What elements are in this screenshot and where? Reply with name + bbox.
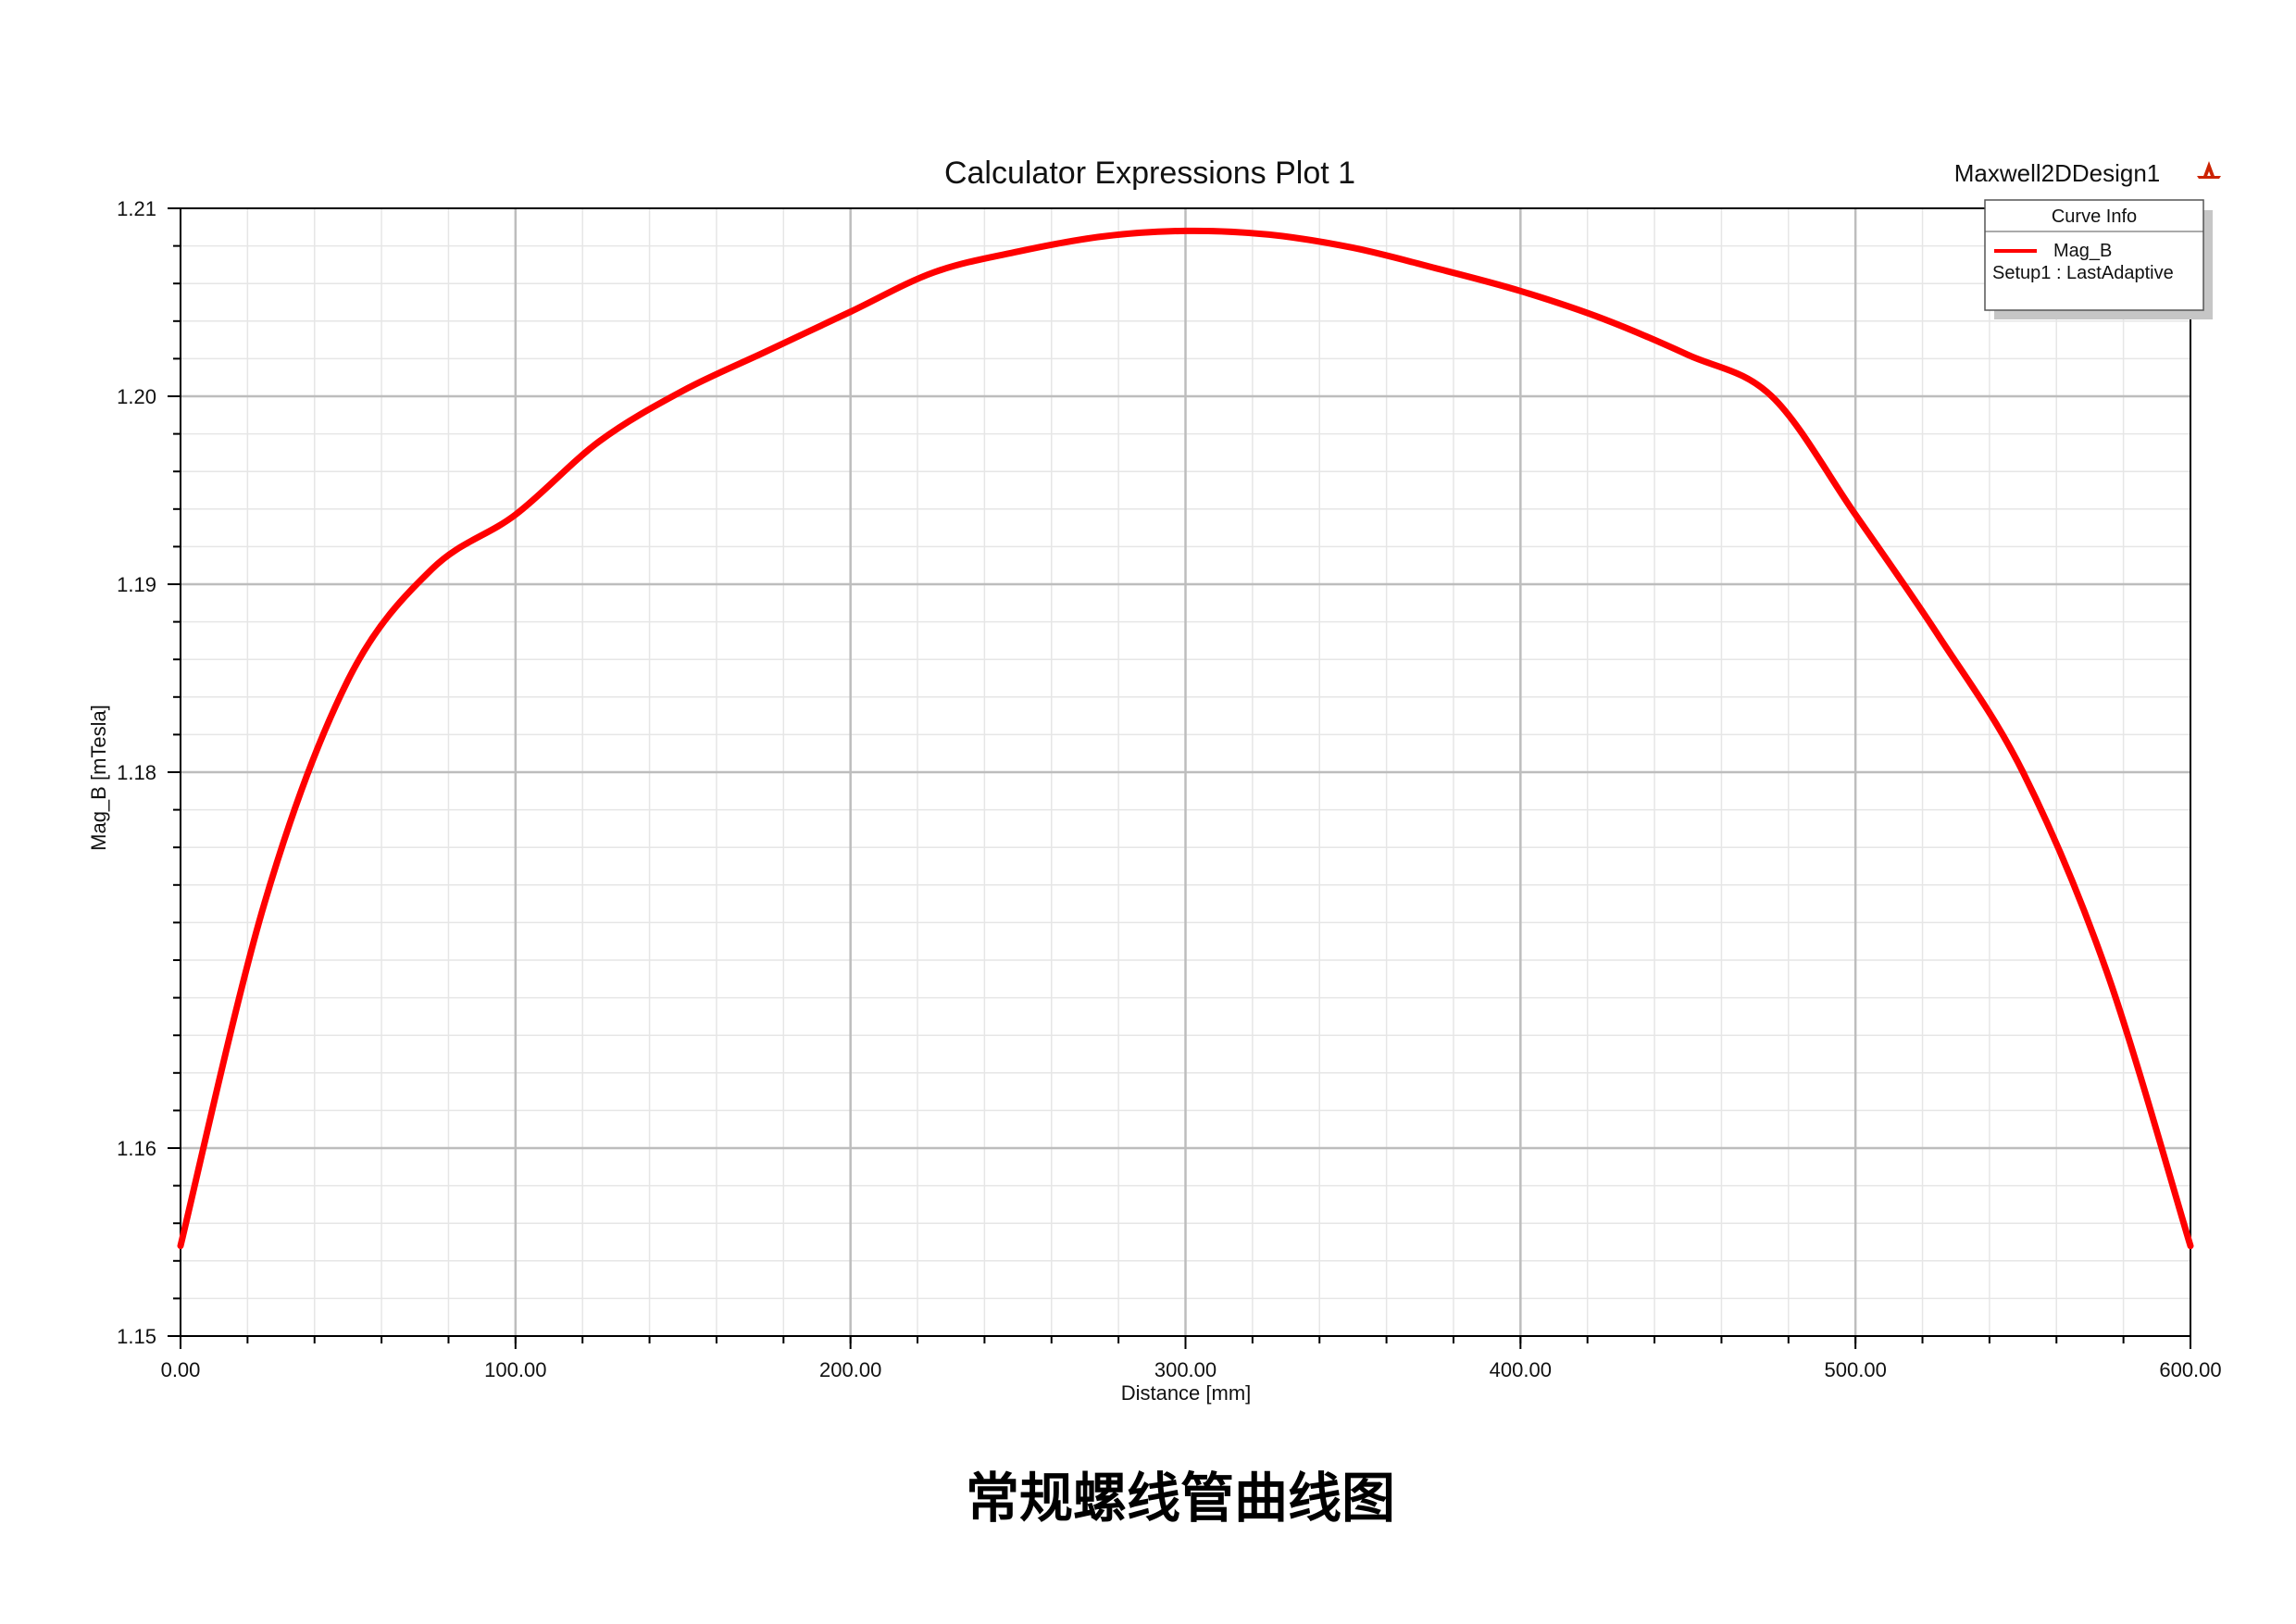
y-tick-labels: 1.15 1.16 1.18 1.19 1.20 1.21 <box>117 197 156 1348</box>
x-tick-label: 500.00 <box>1825 1358 1887 1381</box>
design-name: Maxwell2DDesign1 <box>1954 159 2161 187</box>
y-tick-label: 1.18 <box>117 761 156 784</box>
ansys-logo-icon <box>2197 161 2221 179</box>
legend-entry-setup: Setup1 : LastAdaptive <box>1992 263 2174 283</box>
y-tick-label: 1.16 <box>117 1137 156 1160</box>
x-tick-label: 600.00 <box>2159 1358 2221 1381</box>
legend-entry-name: Mag_B <box>2053 241 2112 261</box>
y-tick-label: 1.15 <box>117 1325 156 1348</box>
chart-grid <box>181 208 2190 1336</box>
x-tick-labels: 0.00 100.00 200.00 300.00 400.00 500.00 600.00 <box>161 1358 2222 1381</box>
x-tick-label: 100.00 <box>484 1358 546 1381</box>
chart-title: Calculator Expressions Plot 1 <box>944 156 1355 191</box>
y-axis-title: Mag_B [mTesla] <box>87 705 110 851</box>
mag-b-series-line <box>177 227 2194 1250</box>
y-tick-label: 1.19 <box>117 573 156 596</box>
axis-ticks <box>168 207 2191 1349</box>
x-tick-label: 200.00 <box>819 1358 881 1381</box>
y-tick-label: 1.21 <box>117 197 156 220</box>
curve-info-legend: Curve Info Mag_B Setup1 : LastAdaptive <box>1984 199 2213 319</box>
y-tick-label: 1.20 <box>117 385 156 408</box>
x-tick-label: 0.00 <box>161 1358 201 1381</box>
x-tick-label: 300.00 <box>1154 1358 1217 1381</box>
legend-box <box>1984 199 2204 311</box>
legend-title: Curve Info <box>2052 206 2137 227</box>
figure-caption: 常规螺线管曲线图 <box>966 1467 1395 1530</box>
x-tick-label: 400.00 <box>1490 1358 1552 1381</box>
x-axis-title: Distance [mm] <box>1121 1381 1252 1405</box>
